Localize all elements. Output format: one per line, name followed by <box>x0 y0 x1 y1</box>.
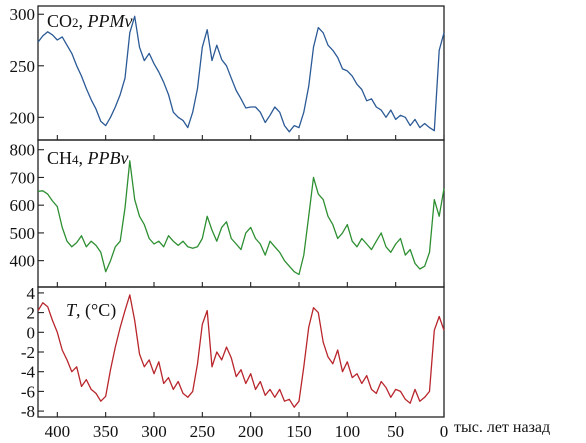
ch4-panel-title: CH4, PPBv <box>47 148 129 168</box>
ch4-y-tick-label: 500 <box>10 224 36 243</box>
co2-y-tick-label: 200 <box>10 108 36 127</box>
temperature-title-separator: , <box>76 300 85 320</box>
x-tick-label: 250 <box>190 422 216 441</box>
co2-title-subscript: 2 <box>72 15 79 30</box>
x-axis: тыс. лет назад 400 350 300 250 200 150 100 50 0 <box>45 419 551 441</box>
x-tick-label: 150 <box>286 422 312 441</box>
x-tick-label: 300 <box>141 422 167 441</box>
ch4-y-tick-label: 400 <box>10 252 36 271</box>
x-tick-label: 400 <box>45 422 71 441</box>
ch4-series-line <box>37 160 445 276</box>
ch4-y-tick-label: 700 <box>10 168 36 187</box>
co2-title-main: CO <box>47 11 72 31</box>
temperature-series-line <box>37 294 445 408</box>
co2-y-tick-label: 250 <box>10 57 36 76</box>
ch4-title-subscript: 4 <box>72 152 79 167</box>
ch4-y-tick-label: 600 <box>10 196 36 215</box>
temperature-y-tick-label: -8 <box>21 402 35 421</box>
ch4-y-tick-label: 800 <box>10 141 36 160</box>
temperature-y-tick-label: 0 <box>27 323 36 342</box>
co2-y-tick-label: 300 <box>10 5 36 24</box>
ch4-title-separator: , <box>79 148 88 168</box>
x-tick-label: 100 <box>335 422 361 441</box>
co2-series-line <box>37 15 445 133</box>
ch4-title-main: CH <box>47 148 72 168</box>
temperature-y-tick-label: -4 <box>21 363 36 382</box>
x-tick-label: 350 <box>93 422 119 441</box>
ch4-panel: 800 700 600 500 400 CH4, PPBv <box>10 139 445 288</box>
temperature-y-tick-label: 4 <box>27 284 36 303</box>
temperature-panel: 420-2-4-6-8 T, (°C) <box>21 284 445 421</box>
x-tick-label: 50 <box>387 422 404 441</box>
x-axis-unit-label: тыс. лет назад <box>454 419 550 436</box>
temperature-panel-title: T, (°C) <box>66 300 116 321</box>
ch4-title-unit: PPBv <box>87 148 129 168</box>
temperature-y-tick-label: 2 <box>27 304 36 323</box>
co2-panel-title: CO2, PPMv <box>47 11 133 31</box>
temperature-y-tick-label: -6 <box>21 382 35 401</box>
co2-panel: 300 250 200 CO2, PPMv <box>10 5 445 141</box>
temperature-title-main: T <box>66 300 78 320</box>
temperature-y-tick-label: -2 <box>21 343 35 362</box>
co2-title-unit: PPMv <box>87 11 133 31</box>
co2-title-separator: , <box>79 11 88 31</box>
temperature-title-unit: (°C) <box>85 300 116 321</box>
x-tick-label: 200 <box>238 422 264 441</box>
x-tick-label: 0 <box>440 422 449 441</box>
